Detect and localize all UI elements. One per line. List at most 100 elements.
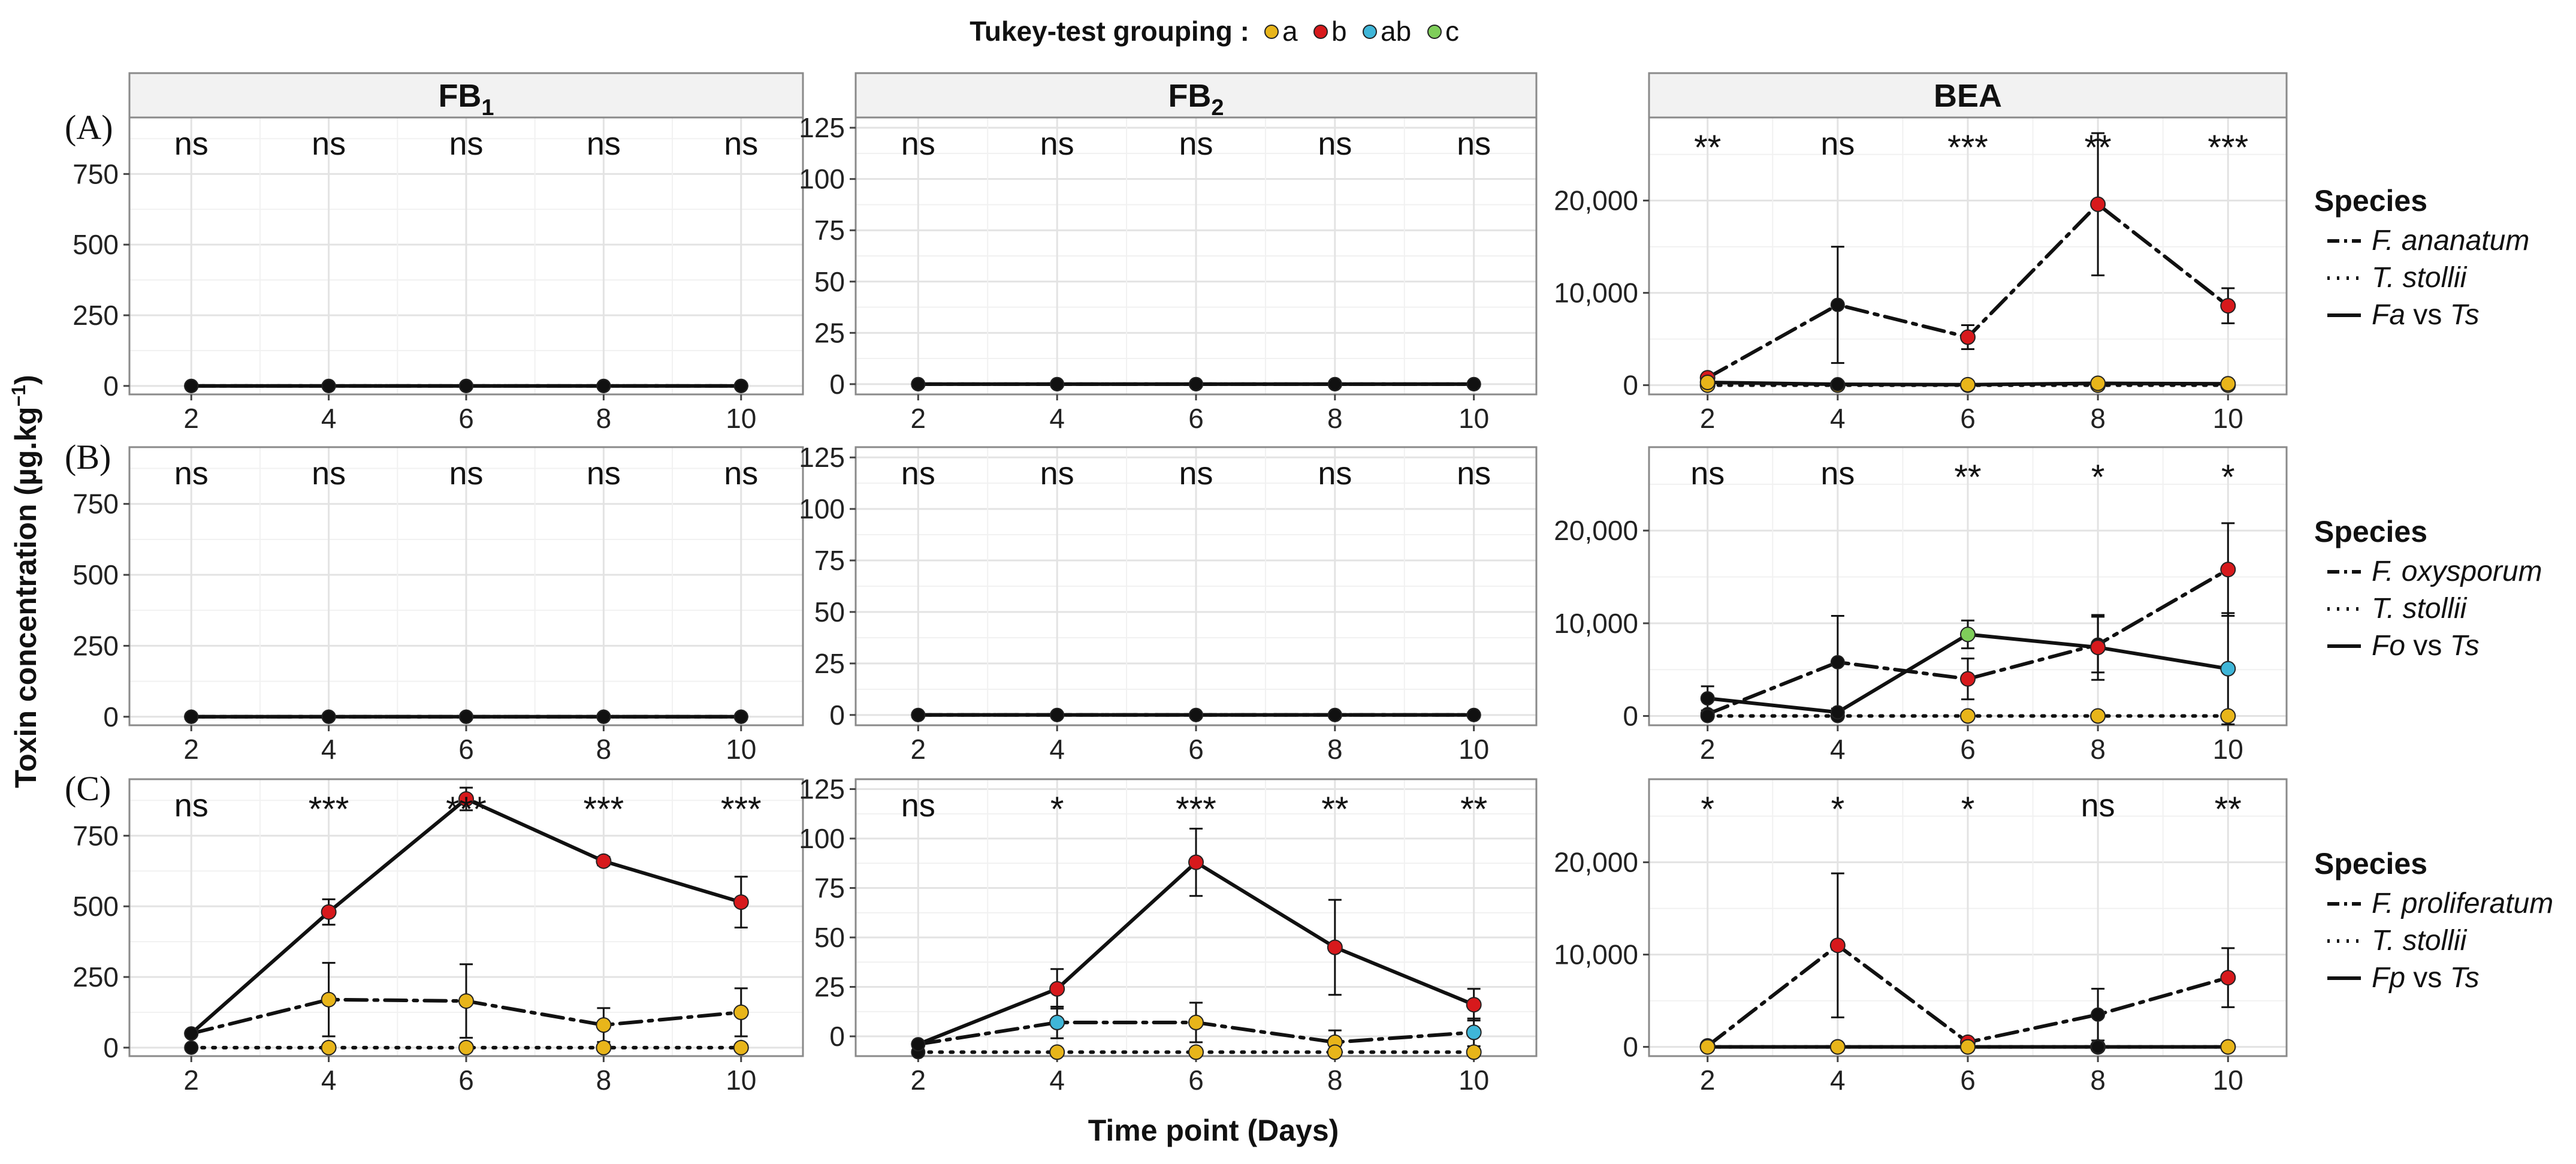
data-point <box>1466 997 1482 1013</box>
y-tick-label: 750 <box>73 820 119 851</box>
data-point <box>1700 708 1715 723</box>
data-point <box>1829 1039 1846 1055</box>
legend-species-2: Species F. oxysporum T. stollii Fo vs Ts <box>2314 515 2542 662</box>
significance-label: ns <box>901 788 935 824</box>
data-point <box>2090 708 2106 724</box>
x-tick-label: 10 <box>726 1065 756 1096</box>
data-point <box>733 378 748 393</box>
data-point <box>911 707 926 722</box>
significance-label: ns <box>1690 456 1725 491</box>
y-tick-label: 0 <box>829 369 845 400</box>
data-point <box>1050 707 1065 722</box>
data-point <box>321 709 336 724</box>
data-point <box>733 894 749 910</box>
significance-label: ** <box>2215 790 2242 829</box>
significance-label: *** <box>309 790 349 829</box>
x-tick-label: 10 <box>1458 1065 1489 1096</box>
data-point <box>1960 708 1976 724</box>
significance-label: * <box>2091 458 2105 497</box>
x-tick-label: 2 <box>911 403 926 434</box>
data-point <box>1466 1024 1482 1041</box>
x-tick-label: 6 <box>1960 1065 1976 1096</box>
y-tick-label: 500 <box>73 559 119 590</box>
strip-fb1-title: FB <box>438 78 481 114</box>
data-point <box>184 709 199 724</box>
x-tick-label: 8 <box>2090 1065 2106 1096</box>
y-tick-label: 125 <box>799 112 845 143</box>
panel-A-FB2: 0 25 50 75 100 125 2 4 6 8 10 ns ns ns ns ns <box>799 112 1538 434</box>
y-tick-label: 20,000 <box>1554 185 1638 216</box>
data-point <box>2091 1007 2106 1022</box>
y-tick-label: 0 <box>103 701 119 732</box>
x-tick-label: 8 <box>1327 1065 1343 1096</box>
data-point <box>2090 196 2106 212</box>
x-tick-label: 2 <box>183 403 199 434</box>
panel-B-FB1: 0 250 500 750 2 4 6 8 10 ns ns ns ns ns <box>73 446 804 765</box>
tukey-label-a: a <box>1282 16 1298 47</box>
data-point <box>2091 1039 2106 1054</box>
data-point <box>596 1039 612 1056</box>
y-axis-title: Toxin concentration (µg.kg−1) <box>8 375 43 788</box>
data-point <box>733 1004 749 1020</box>
x-tick-label: 4 <box>1049 1065 1065 1096</box>
x-tick-label: 6 <box>458 734 474 765</box>
y-tick-label: 0 <box>829 699 845 731</box>
significance-label: ns <box>1179 456 1213 491</box>
legend-species-1: Species F. ananatum T. stollii Fa vs Ts <box>2314 184 2529 331</box>
data-point <box>1049 1014 1065 1030</box>
significance-label: ns <box>2081 788 2115 824</box>
x-tick-label: 8 <box>2090 403 2106 434</box>
row-label-a: (A) <box>65 108 113 147</box>
data-point <box>321 991 337 1008</box>
data-point <box>1699 1039 1716 1055</box>
x-tick-label: 2 <box>183 1065 199 1096</box>
x-tick-label: 2 <box>183 734 199 765</box>
y-tick-label: 500 <box>73 891 119 922</box>
data-point <box>2220 970 2236 986</box>
significance-label: * <box>1701 790 1714 829</box>
y-tick-label: 50 <box>814 922 845 953</box>
data-point <box>2220 661 2236 677</box>
data-point <box>1960 376 1976 393</box>
significance-label: ns <box>587 126 621 162</box>
tukey-title: Tukey-test grouping : <box>970 16 1249 47</box>
legend-label: Fp vs Ts <box>2372 962 2480 994</box>
x-tick-label: 2 <box>1700 403 1716 434</box>
tukey-swatch-ab <box>1363 25 1377 39</box>
y-tick-label: 250 <box>73 300 119 331</box>
panel-A-FB1: 0 250 500 750 2 4 6 8 10 ns ns ns ns ns <box>73 116 804 434</box>
y-tick-label: 750 <box>73 488 119 520</box>
x-tick-label: 8 <box>596 734 612 765</box>
legend-title: Species <box>2314 515 2427 548</box>
data-point <box>1327 1044 1343 1060</box>
data-point <box>184 1040 199 1055</box>
legend-label: Fo vs Ts <box>2372 630 2480 662</box>
data-point <box>459 709 473 724</box>
y-tick-label: 0 <box>103 370 119 402</box>
significance-label: ns <box>1040 126 1074 162</box>
significance-label: *** <box>1176 790 1216 829</box>
data-point <box>2220 298 2236 314</box>
x-tick-label: 10 <box>2213 1065 2243 1096</box>
data-point <box>1700 691 1715 706</box>
data-point <box>1049 981 1065 997</box>
x-tick-label: 8 <box>1327 734 1343 765</box>
x-axis-title: Time point (Days) <box>1088 1114 1339 1147</box>
significance-label: ns <box>1318 456 1352 491</box>
data-point <box>321 378 336 393</box>
legend-title: Species <box>2314 184 2427 218</box>
data-point <box>911 376 926 391</box>
x-tick-label: 10 <box>2213 403 2243 434</box>
data-point <box>2220 708 2236 724</box>
legend-label: F. proliferatum <box>2372 888 2553 919</box>
data-point <box>733 1039 749 1056</box>
svg-text:FB1: FB1 <box>438 78 494 120</box>
data-point <box>458 993 474 1009</box>
x-tick-label: 10 <box>726 403 756 434</box>
data-point <box>596 853 612 869</box>
tukey-swatch-b <box>1313 25 1328 39</box>
x-tick-label: 10 <box>726 734 756 765</box>
significance-label: ns <box>724 456 758 491</box>
